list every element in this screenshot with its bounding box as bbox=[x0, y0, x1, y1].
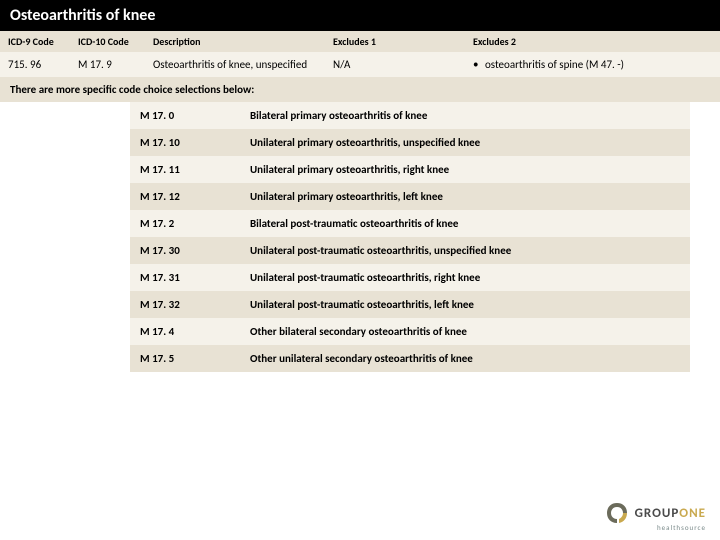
logo-text-group: GROUP bbox=[635, 506, 680, 521]
sub-code: M 17. 31 bbox=[130, 264, 240, 291]
sub-desc: Unilateral primary osteoarthritis, unspe… bbox=[240, 129, 690, 156]
sub-code: M 17. 32 bbox=[130, 291, 240, 318]
sub-desc: Unilateral post-traumatic osteoarthritis… bbox=[240, 237, 690, 264]
sub-desc: Bilateral primary osteoarthritis of knee bbox=[240, 102, 690, 129]
ex2-text: osteoarthritis of spine (M 47. -) bbox=[485, 58, 624, 71]
sub-code: M 17. 30 bbox=[130, 237, 240, 264]
sub-code: M 17. 12 bbox=[130, 183, 240, 210]
table-row: M 17. 32Unilateral post-traumatic osteoa… bbox=[130, 291, 690, 318]
table-row: 715. 96 M 17. 9 Osteoarthritis of knee, … bbox=[0, 52, 720, 77]
sub-desc: Unilateral primary osteoarthritis, right… bbox=[240, 156, 690, 183]
subhead-text: There are more specific code choice sele… bbox=[0, 77, 720, 102]
logo-text-one: ONE bbox=[679, 506, 706, 521]
sub-code: M 17. 10 bbox=[130, 129, 240, 156]
cell-desc: Osteoarthritis of knee, unspecified bbox=[145, 52, 325, 77]
sub-code: M 17. 4 bbox=[130, 318, 240, 345]
logo: GROUPONE healthsource bbox=[605, 501, 706, 532]
sub-table: M 17. 0Bilateral primary osteoarthritis … bbox=[130, 102, 690, 372]
col-icd9: ICD-9 Code bbox=[0, 31, 70, 52]
sub-desc: Unilateral post-traumatic osteoarthritis… bbox=[240, 264, 690, 291]
table-row: M 17. 31Unilateral post-traumatic osteoa… bbox=[130, 264, 690, 291]
sub-desc: Other bilateral secondary osteoarthritis… bbox=[240, 318, 690, 345]
page-title: Osteoarthritis of knee bbox=[0, 0, 720, 31]
table-row: M 17. 4Other bilateral secondary osteoar… bbox=[130, 318, 690, 345]
sub-code: M 17. 2 bbox=[130, 210, 240, 237]
table-row: M 17. 11Unilateral primary osteoarthriti… bbox=[130, 156, 690, 183]
col-icd10: ICD-10 Code bbox=[70, 31, 145, 52]
sub-code: M 17. 5 bbox=[130, 345, 240, 372]
table-row: M 17. 12Unilateral primary osteoarthriti… bbox=[130, 183, 690, 210]
sub-desc: Unilateral primary osteoarthritis, left … bbox=[240, 183, 690, 210]
logo-icon bbox=[605, 501, 629, 525]
table-row: M 17. 2Bilateral post-traumatic osteoart… bbox=[130, 210, 690, 237]
cell-icd9: 715. 96 bbox=[0, 52, 70, 77]
cell-ex1: N/A bbox=[325, 52, 465, 77]
sub-code: M 17. 0 bbox=[130, 102, 240, 129]
cell-icd10: M 17. 9 bbox=[70, 52, 145, 77]
sub-desc: Unilateral post-traumatic osteoarthritis… bbox=[240, 291, 690, 318]
col-ex2: Excludes 2 bbox=[465, 31, 720, 52]
table-row: M 17. 10Unilateral primary osteoarthriti… bbox=[130, 129, 690, 156]
table-header-row: ICD-9 Code ICD-10 Code Description Exclu… bbox=[0, 31, 720, 52]
table-row: M 17. 5Other unilateral secondary osteoa… bbox=[130, 345, 690, 372]
col-ex1: Excludes 1 bbox=[325, 31, 465, 52]
sub-desc: Bilateral post-traumatic osteoarthritis … bbox=[240, 210, 690, 237]
sub-desc: Other unilateral secondary osteoarthriti… bbox=[240, 345, 690, 372]
sub-code: M 17. 11 bbox=[130, 156, 240, 183]
table-row: M 17. 0Bilateral primary osteoarthritis … bbox=[130, 102, 690, 129]
col-desc: Description bbox=[145, 31, 325, 52]
main-table: ICD-9 Code ICD-10 Code Description Exclu… bbox=[0, 31, 720, 77]
table-row: M 17. 30Unilateral post-traumatic osteoa… bbox=[130, 237, 690, 264]
cell-ex2: •osteoarthritis of spine (M 47. -) bbox=[465, 52, 720, 77]
